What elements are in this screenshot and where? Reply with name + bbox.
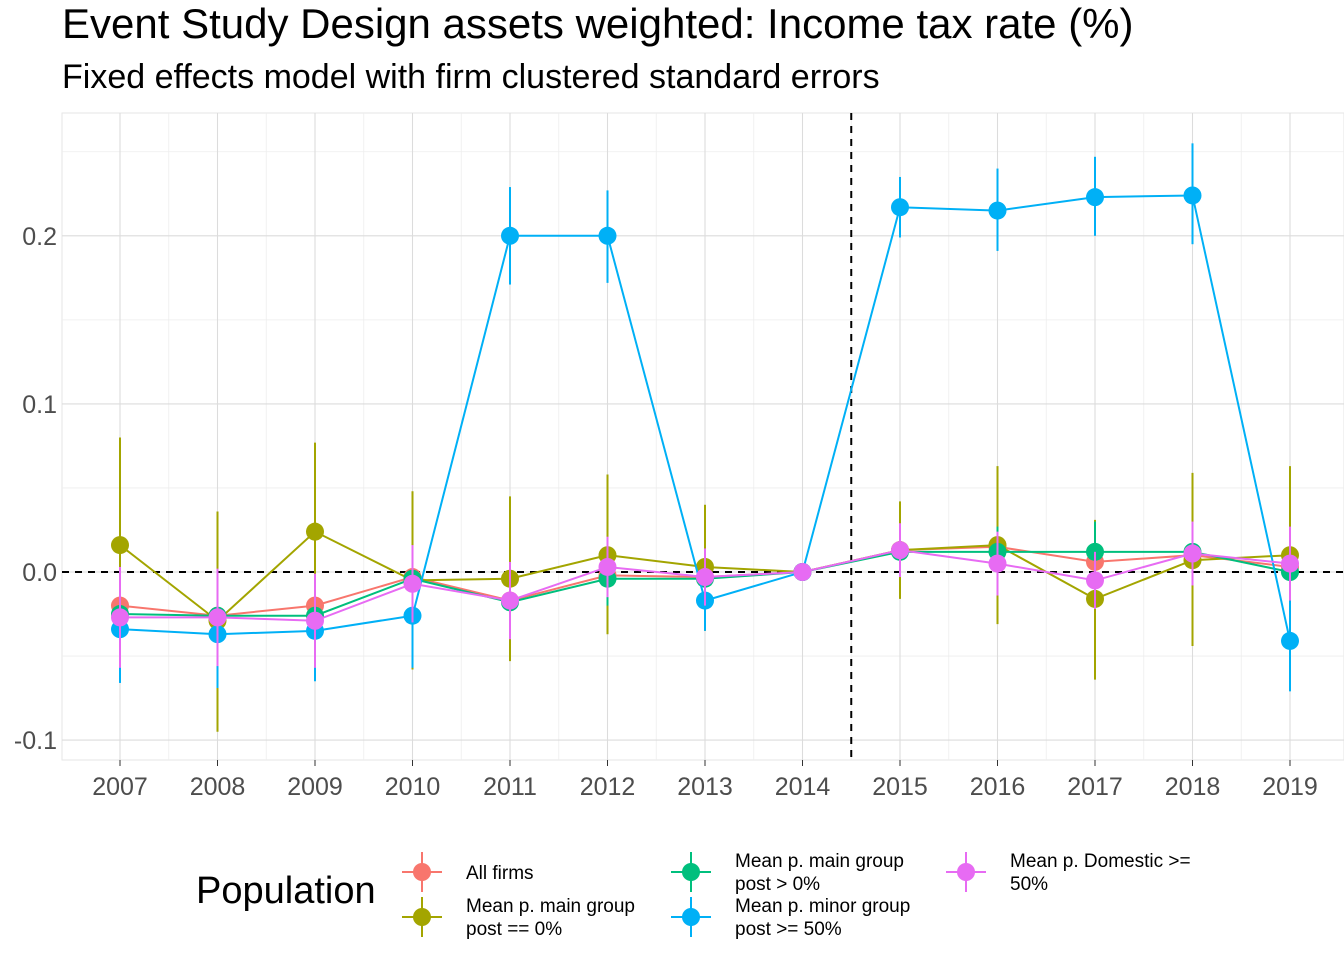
data-point <box>793 563 812 581</box>
reference-lines <box>62 113 1344 760</box>
legend-key-symbol <box>946 852 986 892</box>
data-point <box>501 226 519 245</box>
x-tick-label: 2008 <box>190 773 246 801</box>
legend-key-symbol <box>671 852 711 892</box>
legend: Population All firms Mean p. main group po… <box>196 840 1316 950</box>
legend-key-point <box>413 908 431 926</box>
x-tick-label: 2018 <box>1165 773 1221 801</box>
legend-label-line: Mean p. main group <box>466 896 635 917</box>
legend-label-line: Mean p. minor group <box>735 896 911 917</box>
data-point <box>1183 544 1202 563</box>
event-study-plot: -0.1 0.0 0.1 0.2 2007 2008 2009 2010 2011 2012 201… <box>14 112 1344 801</box>
x-tick-label: 2010 <box>385 773 441 801</box>
legend-label: Mean p. minor group post >= 50% <box>735 895 935 941</box>
legend-label: Mean p. main group post == 0% <box>466 895 666 941</box>
x-tick-label: 2016 <box>970 773 1026 801</box>
legend-item-4: Mean p. minor group post >= 50% <box>669 895 935 941</box>
legend-key-point <box>682 908 700 926</box>
data-point <box>1183 186 1202 205</box>
legend-item-1: All firms <box>400 850 666 894</box>
legend-item-5: Mean p. Domestic >= 50% <box>944 850 1210 896</box>
data-point <box>891 541 909 560</box>
series-5 <box>111 521 1299 668</box>
data-point <box>111 608 129 627</box>
data-point <box>1281 554 1299 573</box>
legend-key-symbol <box>402 852 442 892</box>
axis-labels: -0.1 0.0 0.1 0.2 2007 2008 2009 2010 2011 2012 201… <box>14 223 1318 801</box>
x-tick-label: 2017 <box>1067 773 1123 801</box>
legend-key-point <box>413 863 431 881</box>
y-tick-label: 0.0 <box>22 559 57 587</box>
x-tick-label: 2007 <box>92 773 148 801</box>
y-tick-label: -0.1 <box>14 727 57 755</box>
data-point <box>988 554 1007 573</box>
y-tick-label: 0.2 <box>22 223 57 251</box>
data-point <box>501 591 519 610</box>
data-point <box>306 522 324 541</box>
legend-key-point <box>682 863 700 881</box>
chart-subtitle: Fixed effects model with firm clustered … <box>62 58 880 96</box>
legend-label-line: post == 0% <box>466 919 563 940</box>
legend-label-line: post > 0% <box>735 874 821 895</box>
x-tick-label: 2009 <box>287 773 343 801</box>
legend-key-point <box>957 863 975 881</box>
y-tick-label: 0.1 <box>22 391 57 419</box>
x-tick-label: 2012 <box>580 773 636 801</box>
data-point <box>306 611 324 630</box>
legend-label: Mean p. main group post > 0% <box>735 850 935 896</box>
data-point <box>111 536 129 555</box>
series-layer <box>111 143 1299 732</box>
legend-label-line: 50% <box>1010 874 1049 895</box>
legend-label-line: All firms <box>466 863 534 884</box>
data-point <box>891 198 909 217</box>
data-point <box>1281 631 1299 650</box>
x-tick-label: 2019 <box>1262 773 1318 801</box>
legend-label: All firms <box>466 862 666 885</box>
plot-panel <box>61 112 1344 761</box>
data-point <box>1086 188 1104 207</box>
x-tick-label: 2015 <box>872 773 928 801</box>
data-point <box>403 574 422 593</box>
x-tick-label: 2013 <box>677 773 733 801</box>
data-point <box>988 201 1007 220</box>
legend-item-3: Mean p. main group post > 0% <box>669 850 935 896</box>
data-point <box>1086 571 1104 590</box>
legend-label: Mean p. Domestic >= 50% <box>1010 850 1210 896</box>
data-point <box>598 557 617 576</box>
chart-title: Event Study Design assets weighted: Inco… <box>62 0 1134 47</box>
x-tick-label: 2014 <box>775 773 831 801</box>
grid-layer <box>61 112 1344 761</box>
legend-label-line: Mean p. Domestic >= <box>1010 851 1191 872</box>
legend-title: Population <box>196 870 376 912</box>
legend-item-2: Mean p. main group post == 0% <box>400 895 666 941</box>
x-tick-label: 2011 <box>483 773 537 801</box>
legend-key-symbol <box>671 897 711 937</box>
data-point <box>208 608 227 627</box>
data-point <box>696 568 714 587</box>
legend-label-line: Mean p. main group <box>735 851 904 872</box>
data-point <box>598 226 617 245</box>
legend-key-symbol <box>402 897 442 937</box>
legend-label-line: post >= 50% <box>735 919 842 940</box>
